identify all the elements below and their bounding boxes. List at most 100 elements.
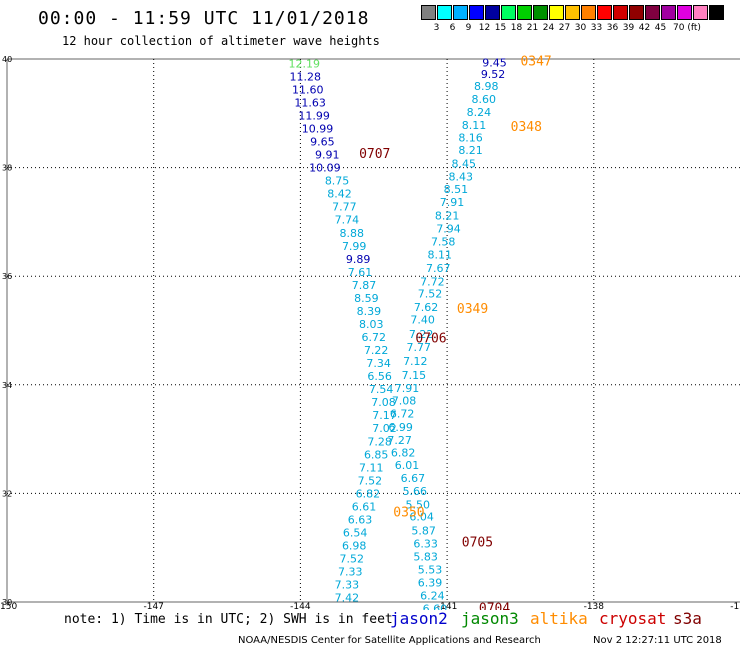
wave-height-value: 6.33 [413, 537, 438, 550]
color-swatch [597, 5, 612, 20]
wave-height-value: 7.91 [395, 382, 420, 395]
wave-height-value: 8.42 [327, 188, 352, 201]
wave-height-value: 6.85 [364, 448, 389, 461]
color-swatch [501, 5, 516, 20]
map-frame [6, 58, 740, 603]
wave-height-value: 8.21 [458, 144, 483, 157]
wave-height-value: 6.98 [342, 540, 367, 553]
wave-height-value: 8.11 [462, 119, 487, 132]
color-swatch [533, 5, 548, 20]
color-scale-label: 70 (ft) [673, 23, 701, 33]
wave-height-value: 11.63 [294, 96, 326, 109]
wave-height-value: 6.54 [343, 526, 368, 539]
wave-height-value: 7.02 [372, 422, 397, 435]
wave-height-value: 8.51 [444, 183, 469, 196]
wave-height-value: 7.15 [402, 369, 427, 382]
longitude-label: -144 [290, 602, 311, 610]
color-scale-label: 18 [510, 23, 523, 33]
color-swatch [645, 5, 660, 20]
wave-height-value: 6.01 [395, 459, 420, 472]
pass-time-label: 0350 [393, 505, 424, 520]
wave-height-value: 8.39 [357, 305, 382, 318]
wave-height-value: 6.67 [401, 472, 426, 485]
wave-height-value: 7.33 [338, 566, 363, 579]
color-scale-label: 39 [622, 23, 635, 33]
pass-time-label: 0347 [520, 55, 551, 70]
wave-height-value: 6.72 [362, 331, 387, 344]
color-scale-label: 45 [654, 23, 667, 33]
color-swatch [437, 5, 452, 20]
wave-height-value: 6.04 [409, 511, 434, 524]
color-swatch [709, 5, 724, 20]
wave-height-value: 7.33 [335, 579, 360, 592]
color-scale-label: 21 [526, 23, 539, 33]
color-swatch [549, 5, 564, 20]
wave-height-value: 6.72 [390, 408, 415, 421]
wave-height-value: 5.66 [403, 485, 428, 498]
color-swatch [581, 5, 596, 20]
wave-height-value: 8.98 [474, 80, 499, 93]
wave-height-value: 6.61 [352, 500, 377, 513]
legend-altika: altika [530, 609, 588, 628]
wave-height-value: 5.83 [413, 550, 438, 563]
wave-height-value: 7.08 [371, 396, 396, 409]
color-swatch [485, 5, 500, 20]
wave-height-map[interactable]: 403836343230-150-147-144-141-138-1359.45… [0, 0, 740, 610]
wave-height-value: 11.60 [292, 83, 324, 96]
wave-height-value: 8.43 [449, 170, 474, 183]
wave-height-value: 11.99 [298, 109, 330, 122]
longitude-label: -147 [143, 602, 163, 610]
wave-height-value: 7.91 [440, 196, 465, 209]
note-text: note: 1) Time is in UTC; 2) SWH is in fe… [64, 612, 393, 627]
color-scale-label: 33 [590, 23, 603, 33]
wave-height-value: 8.60 [472, 93, 497, 106]
wave-height-value: 7.40 [410, 314, 435, 327]
wave-height-value: 7.52 [418, 288, 443, 301]
wave-height-value: 10.09 [309, 162, 341, 175]
wave-height-value: 7.27 [387, 434, 412, 447]
wave-height-value: 7.99 [342, 240, 367, 253]
latitude-label: 34 [2, 381, 12, 390]
wave-height-value: 6.63 [348, 513, 373, 526]
wave-height-value: 5.50 [406, 498, 431, 511]
wave-height-value: 10.99 [302, 123, 334, 136]
wave-height-value: 7.58 [431, 235, 456, 248]
color-swatch [469, 5, 484, 20]
wave-height-value: 7.62 [414, 301, 439, 314]
wave-height-value: 7.08 [392, 395, 417, 408]
legend-cryosat: cryosat [599, 609, 667, 628]
latitude-label: 36 [2, 272, 12, 281]
wave-height-value: 8.16 [458, 132, 483, 145]
color-scale-label: 9 [465, 23, 472, 33]
color-swatch [421, 5, 436, 20]
latitude-label: 40 [2, 55, 12, 64]
color-swatch [453, 5, 468, 20]
wave-height-value: 9.89 [346, 253, 371, 266]
wave-height-value: 7.12 [403, 355, 428, 368]
wave-height-value: 7.54 [369, 383, 394, 396]
wave-height-value: 7.67 [426, 262, 451, 275]
legend-jason2: jason2 [390, 609, 448, 628]
color-scale-label: 3 [433, 23, 440, 33]
latitude-label: 32 [2, 489, 12, 498]
color-scale-label: 24 [542, 23, 555, 33]
legend-jason3: jason3 [461, 609, 519, 628]
wave-height-value: 7.11 [359, 461, 384, 474]
wave-height-value: 6.56 [367, 370, 392, 383]
color-swatch [613, 5, 628, 20]
wave-height-value: 8.75 [325, 175, 350, 188]
wave-height-value: 8.59 [354, 292, 379, 305]
color-scale-label: 15 [494, 23, 507, 33]
color-scale-label: 42 [638, 23, 651, 33]
longitude-label: -138 [584, 602, 605, 610]
wave-height-value: 7.74 [335, 214, 360, 227]
color-swatch [677, 5, 692, 20]
color-scale-label: 12 [478, 23, 491, 33]
wave-height-value: 6.82 [356, 487, 381, 500]
wave-height-value: 8.45 [451, 157, 476, 170]
wave-height-value: 8.21 [435, 209, 460, 222]
wave-height-value: 7.72 [420, 276, 445, 289]
wave-height-value: 7.87 [352, 279, 377, 292]
legend-s3a: s3a [673, 609, 702, 628]
wave-height-value: 6.99 [388, 421, 413, 434]
